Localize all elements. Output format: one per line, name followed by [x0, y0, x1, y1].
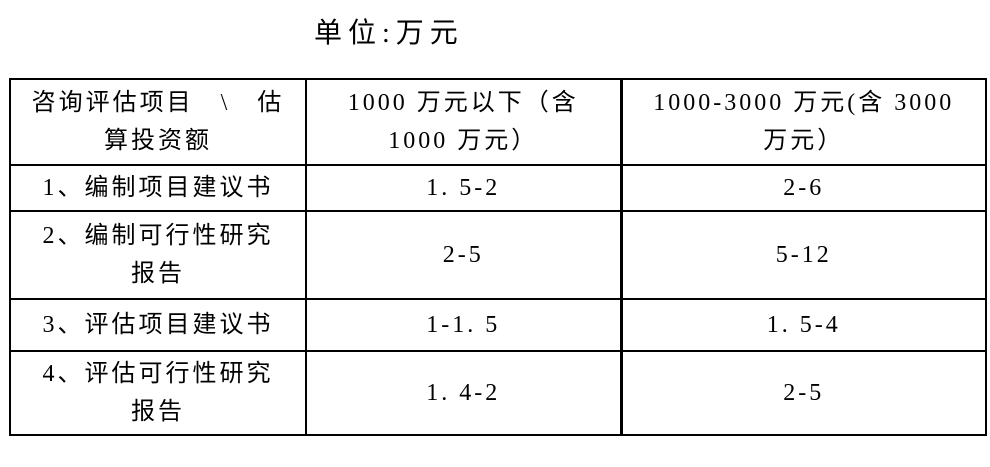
fee-value: 1. 4-2 — [426, 380, 501, 406]
fee-value: 2-5 — [442, 242, 484, 268]
fee-value-cell: 2-5 — [619, 350, 987, 436]
fee-value-cell: 2-6 — [619, 164, 987, 212]
fee-value-cell: 1. 4-2 — [305, 350, 622, 436]
fee-value: 1-1. 5 — [426, 312, 501, 338]
row-label-line: 3、评估项目建议书 — [42, 312, 274, 338]
fee-value-cell: 1. 5-4 — [619, 298, 987, 352]
unit-label: 单位:万元 — [314, 18, 464, 49]
header-cell-project-vs-investment: 咨询评估项目 \ 估 算投资额 — [9, 78, 307, 166]
row-label-line: 2、编制可行性研究 — [42, 223, 274, 249]
row-label-line: 报告 — [131, 399, 185, 425]
row-label-line: 4、评估可行性研究 — [42, 361, 274, 387]
table-row-project-proposal-evaluate: 3、评估项目建议书 1-1. 5 1. 5-4 — [9, 298, 987, 352]
row-label-cell: 2、编制可行性研究 报告 — [9, 210, 307, 300]
fee-value: 5-12 — [775, 242, 832, 268]
table-row-feasibility-study-evaluate: 4、评估可行性研究 报告 1. 4-2 2-5 — [9, 350, 987, 436]
fee-value-cell: 5-12 — [619, 210, 987, 300]
header-line: 1000 万元） — [388, 128, 539, 154]
header-line: 万元） — [763, 128, 845, 154]
fee-value-cell: 1-1. 5 — [305, 298, 622, 352]
header-cell-under-1000: 1000 万元以下（含 1000 万元） — [305, 78, 622, 166]
fee-value: 2-6 — [783, 175, 825, 201]
row-label-line: 1、编制项目建议书 — [42, 175, 274, 201]
fee-value: 1. 5-4 — [766, 312, 841, 338]
fee-value-cell: 2-5 — [305, 210, 622, 300]
header-line: 算投资额 — [104, 128, 212, 154]
row-label-cell: 4、评估可行性研究 报告 — [9, 350, 307, 436]
header-line: 1000-3000 万元(含 3000 — [653, 90, 955, 116]
fee-standard-table: 咨询评估项目 \ 估 算投资额 1000 万元以下（含 1000 万元） 100… — [9, 78, 987, 436]
header-line: 1000 万元以下（含 — [347, 90, 579, 116]
header-row: 咨询评估项目 \ 估 算投资额 1000 万元以下（含 1000 万元） 100… — [9, 78, 987, 166]
fee-value-cell: 1. 5-2 — [305, 164, 622, 212]
table-row-project-proposal-compile: 1、编制项目建议书 1. 5-2 2-6 — [9, 164, 987, 212]
row-label-cell: 1、编制项目建议书 — [9, 164, 307, 212]
header-cell-1000-to-3000: 1000-3000 万元(含 3000 万元） — [619, 78, 987, 166]
table-row-feasibility-study-compile: 2、编制可行性研究 报告 2-5 5-12 — [9, 210, 987, 300]
fee-value: 1. 5-2 — [426, 175, 501, 201]
row-label-line: 报告 — [131, 261, 185, 287]
row-label-cell: 3、评估项目建议书 — [9, 298, 307, 352]
header-line: 咨询评估项目 \ 估 — [31, 90, 285, 116]
fee-value: 2-5 — [783, 380, 825, 406]
